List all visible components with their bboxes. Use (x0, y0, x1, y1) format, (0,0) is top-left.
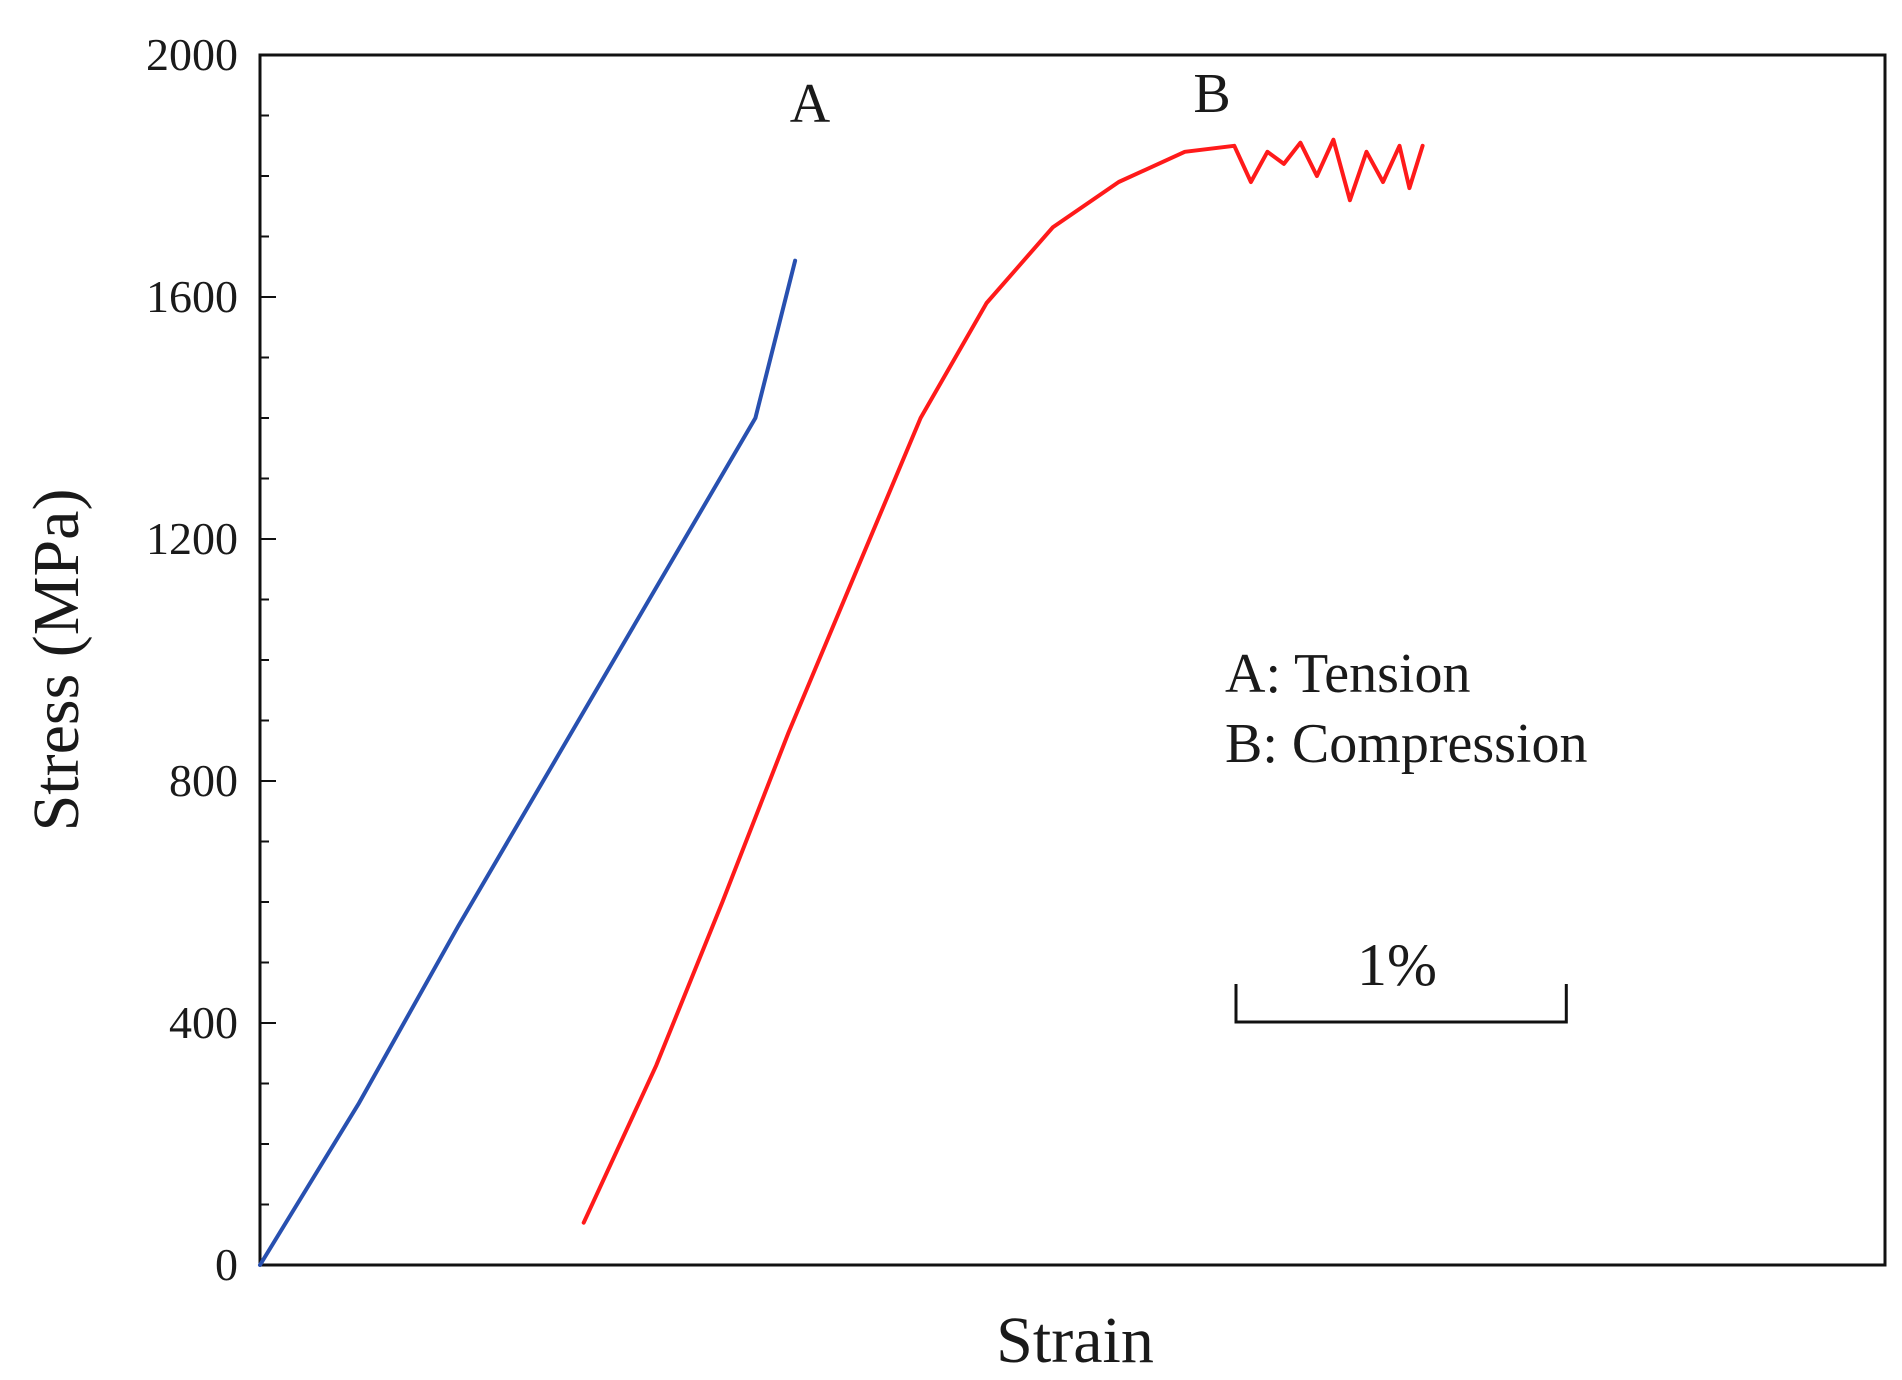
legend-entry-compression: B: Compression (1225, 713, 1587, 775)
y-axis-title: Stress (MPa) (20, 489, 93, 832)
scale-bar-line (1234, 984, 1568, 1024)
y-tick-label: 400 (169, 997, 238, 1048)
scale-bar: 1% (1234, 932, 1568, 1024)
y-tick-label: 800 (169, 755, 238, 806)
plot-frame (258, 53, 1887, 1267)
x-axis-title: Strain (996, 1304, 1154, 1377)
legend-entry-tension: A: Tension (1225, 643, 1471, 705)
series-label-a: A (790, 73, 831, 135)
y-tick-label: 1600 (146, 271, 238, 322)
y-axis-tick-labels: 0 400 800 1200 1600 2000 (146, 29, 238, 1290)
series-line-a (258, 258, 798, 1267)
series-label-b: B (1193, 63, 1230, 125)
y-tick-label: 2000 (146, 29, 238, 80)
series-line-b (581, 137, 1425, 1225)
scale-bar-label: 1% (1357, 932, 1437, 998)
y-axis-ticks (260, 54, 276, 1266)
series-group (258, 137, 1425, 1267)
y-tick-label: 0 (215, 1239, 238, 1290)
y-tick-label: 1200 (146, 513, 238, 564)
